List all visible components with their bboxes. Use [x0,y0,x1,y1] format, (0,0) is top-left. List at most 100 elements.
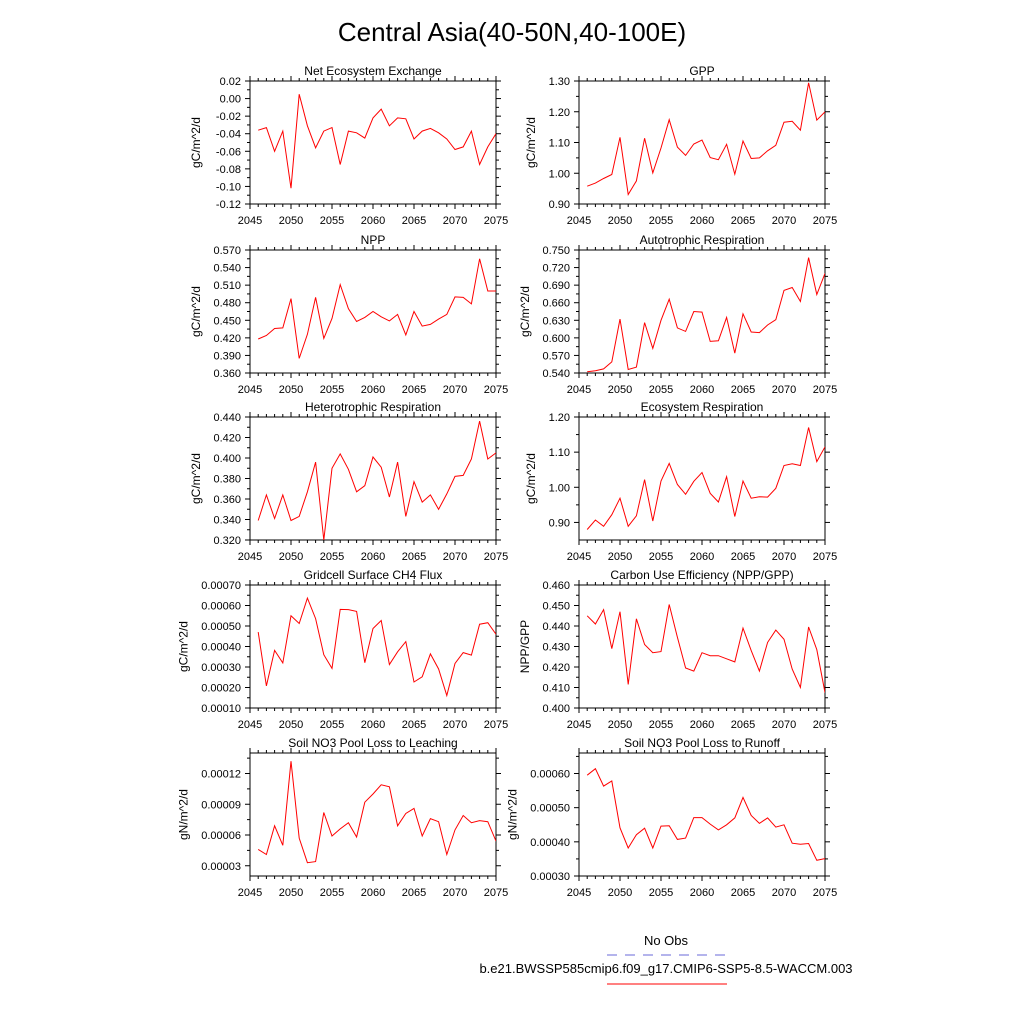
y-tick-label: -0.02 [216,111,241,123]
x-tick-label: 2070 [443,384,467,396]
x-tick-label: 2060 [690,384,714,396]
x-tick-label: 2065 [731,551,755,563]
y-tick-label: 0.480 [213,298,241,310]
y-axis-label: gC/m^2/d [177,621,191,672]
x-tick-label: 2065 [731,887,755,899]
y-tick-label: 0.00012 [201,769,241,781]
y-tick-label: 0.400 [213,453,241,465]
x-tick-label: 2055 [649,215,673,227]
x-tick-label: 2075 [813,887,837,899]
x-tick-label: 2050 [279,551,303,563]
panel-gpp: GPP 0.90 1.00 1.10 1.20 1.30 2045 2050 2055 2060 2… [524,64,837,227]
y-tick-label: 0.600 [542,333,570,345]
panel-title: Heterotrophic Respiration [305,400,441,414]
y-tick-label: 0.00060 [530,769,570,781]
y-axis-label: gC/m^2/d [189,453,203,504]
y-tick-label: 0.00040 [201,642,241,654]
panel-carbon-use-efficiency-npp-gpp: Carbon Use Efficiency (NPP/GPP) 0.400 0.41… [518,568,837,731]
x-tick-label: 2045 [238,719,262,731]
y-tick-label: -0.06 [216,146,241,158]
x-tick-label: 2075 [813,551,837,563]
y-tick-label: 0.00070 [201,580,241,592]
x-tick-label: 2075 [484,551,508,563]
panel-autotrophic-respiration: Autotrophic Respiration 0.540 0.570 0.600 0.… [518,233,837,396]
y-tick-label: 0.660 [542,298,570,310]
x-tick-label: 2055 [649,887,673,899]
y-tick-label: 1.20 [549,412,570,424]
y-tick-label: 0.420 [213,433,241,445]
x-tick-label: 2070 [772,215,796,227]
y-tick-label: 1.00 [549,168,570,180]
x-tick-label: 2055 [320,887,344,899]
x-tick-label: 2065 [402,384,426,396]
series-line-heterotrophic-respiration [257,420,496,540]
panel-net-ecosystem-exchange: Net Ecosystem Exchange -0.12 -0.10 -0.08 -0.… [189,64,508,227]
y-tick-label: 0.440 [213,412,241,424]
series-line-net-ecosystem-exchange [258,94,496,189]
y-tick-label: 0.570 [542,350,570,362]
plot-frame [578,80,826,205]
y-tick-label: 1.10 [549,447,570,459]
y-tick-label: 0.440 [542,621,570,633]
y-tick-label: -0.10 [216,181,241,193]
y-tick-label: 0.460 [542,580,570,592]
y-tick-label: 0.00 [220,94,241,106]
y-tick-label: 0.360 [213,494,241,506]
y-axis-label: gC/m^2/d [189,286,203,337]
y-tick-label: 0.750 [542,245,570,257]
x-tick-label: 2075 [484,215,508,227]
y-tick-label: 0.00006 [201,830,241,842]
panel-title: Soil NO3 Pool Loss to Leaching [288,736,457,750]
x-tick-label: 2045 [567,719,591,731]
y-tick-label: 0.510 [213,280,241,292]
y-tick-label: 0.00050 [530,803,570,815]
y-axis-label: gC/m^2/d [524,117,538,168]
x-tick-label: 2050 [279,215,303,227]
x-tick-label: 2065 [731,215,755,227]
x-tick-label: 2045 [238,215,262,227]
panels-grid: Net Ecosystem Exchange -0.12 -0.10 -0.08 -0.… [177,64,838,899]
x-tick-label: 2065 [402,719,426,731]
panel-title: NPP [361,233,386,247]
series-line-carbon-use-efficiency-npp-gpp [586,604,825,693]
y-tick-label: 0.00020 [201,683,241,695]
x-tick-label: 2050 [608,384,632,396]
x-tick-label: 2075 [813,719,837,731]
panel-title: Autotrophic Respiration [640,233,765,247]
series-line-autotrophic-respiration [587,257,825,373]
y-tick-label: 0.450 [542,601,570,613]
x-tick-label: 2050 [608,215,632,227]
x-tick-label: 2070 [443,719,467,731]
x-tick-label: 2055 [320,384,344,396]
x-tick-label: 2070 [772,887,796,899]
y-tick-label: 0.00030 [530,871,570,883]
y-axis-label: gN/m^2/d [506,789,520,840]
x-tick-label: 2075 [813,215,837,227]
series-line-soil-no3-pool-loss-to-leaching [257,761,496,864]
plot-frame [249,80,497,205]
x-tick-label: 2050 [279,384,303,396]
y-tick-label: 0.410 [542,683,570,695]
y-tick-label: 0.90 [549,199,570,211]
y-tick-label: 0.360 [213,368,241,380]
x-tick-label: 2060 [361,551,385,563]
y-tick-label: 0.400 [542,703,570,715]
x-tick-label: 2055 [649,719,673,731]
y-tick-label: 0.570 [213,245,241,257]
x-tick-label: 2075 [484,887,508,899]
x-tick-label: 2045 [238,384,262,396]
y-tick-label: 0.420 [213,333,241,345]
x-tick-label: 2060 [690,719,714,731]
x-tick-label: 2070 [443,887,467,899]
y-tick-label: 0.90 [549,517,570,529]
x-tick-label: 2070 [443,551,467,563]
x-tick-label: 2055 [649,551,673,563]
y-tick-label: 0.540 [542,368,570,380]
series-line-soil-no3-pool-loss-to-runoff [586,767,825,861]
y-tick-label: 0.430 [542,642,570,654]
y-tick-label: -0.08 [216,164,241,176]
y-tick-label: 1.30 [549,76,570,88]
plot-frame [249,584,497,709]
legend-obs-label: No Obs [644,933,689,948]
